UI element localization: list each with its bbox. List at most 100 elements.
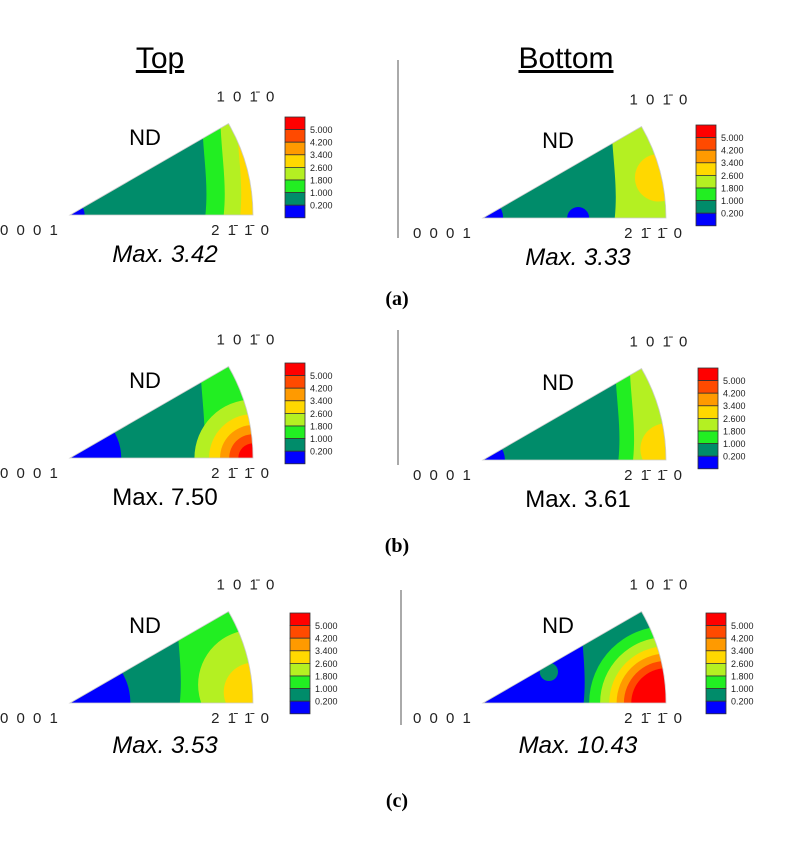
legend-swatch bbox=[705, 637, 727, 652]
header-bottom: Bottom bbox=[518, 42, 613, 75]
top-corner-label: 1 0 1̄ 0 bbox=[217, 332, 277, 349]
legend-swatch bbox=[705, 700, 727, 715]
nd-label: ND bbox=[129, 368, 161, 393]
legend-value: 2.600 bbox=[721, 171, 744, 181]
legend-swatch bbox=[697, 405, 719, 419]
top-corner-label: 1 0 1̄ 0 bbox=[217, 89, 277, 106]
contour-band bbox=[567, 207, 590, 218]
legend-swatch bbox=[284, 375, 306, 389]
origin-label: 0 0 0 1 bbox=[413, 225, 473, 242]
legend-swatch bbox=[284, 450, 306, 465]
contour-band bbox=[223, 662, 253, 703]
legend-value: 3.400 bbox=[721, 158, 744, 168]
legend-value: 1.800 bbox=[310, 421, 333, 431]
right-corner-label: 2 1̄ 1̄ 0 bbox=[624, 710, 684, 727]
legend-value: 4.200 bbox=[310, 138, 333, 148]
top-corner-label: 1 0 1̄ 0 bbox=[630, 334, 690, 351]
legend-value: 2.600 bbox=[723, 414, 746, 424]
legend-swatch bbox=[697, 430, 719, 445]
legend-swatch bbox=[705, 650, 727, 664]
legend-swatch bbox=[705, 675, 727, 690]
legend-swatch bbox=[289, 688, 311, 702]
legend-value: 3.400 bbox=[723, 401, 746, 411]
max-value: Max. 7.50 bbox=[112, 484, 217, 511]
legend-value: 5.000 bbox=[315, 621, 338, 631]
max-value: Max. 3.42 bbox=[112, 241, 217, 268]
ipf-top-a: ND 0 0 0 1 1 0 1̄ 0 2 1̄ 1̄ 0 Max. 3.42 bbox=[0, 89, 277, 269]
legend-value: 0.200 bbox=[723, 452, 746, 462]
legend-swatch bbox=[289, 650, 311, 664]
legend-value: 0.200 bbox=[310, 201, 333, 211]
right-corner-label: 2 1̄ 1̄ 0 bbox=[624, 225, 684, 242]
origin-label: 0 0 0 1 bbox=[0, 465, 60, 482]
legend-value: 0.200 bbox=[731, 697, 754, 707]
legend-swatch bbox=[705, 625, 727, 639]
legend-swatch bbox=[697, 380, 719, 394]
max-value: Max. 3.61 bbox=[525, 486, 630, 513]
legend: 5.000 4.200 3.400 2.600 1.800 1.000 0.200 bbox=[705, 612, 754, 715]
max-value: Max. 10.43 bbox=[519, 732, 638, 759]
legend-value: 3.400 bbox=[315, 646, 338, 656]
legend-value: 1.800 bbox=[721, 183, 744, 193]
legend-swatch bbox=[695, 149, 717, 164]
legend-value: 4.200 bbox=[310, 384, 333, 394]
contour-band bbox=[220, 123, 253, 215]
legend-swatch bbox=[695, 212, 717, 227]
legend-swatch bbox=[284, 154, 306, 168]
legend-value: 2.600 bbox=[310, 409, 333, 419]
legend-value: 3.400 bbox=[310, 150, 333, 160]
legend-swatch bbox=[284, 179, 306, 194]
right-corner-label: 2 1̄ 1̄ 0 bbox=[211, 465, 271, 482]
top-corner-label: 1 0 1̄ 0 bbox=[630, 577, 690, 594]
top-corner-label: 1 0 1̄ 0 bbox=[217, 577, 277, 594]
legend-value: 2.600 bbox=[731, 659, 754, 669]
legend-value: 1.000 bbox=[310, 188, 333, 198]
legend-swatch bbox=[695, 174, 717, 189]
legend-value: 3.400 bbox=[731, 646, 754, 656]
legend: 5.000 4.200 3.400 2.600 1.800 1.000 0.200 bbox=[695, 124, 744, 227]
legend-swatch bbox=[697, 417, 719, 432]
legend-swatch bbox=[705, 612, 727, 627]
legend-value: 1.000 bbox=[721, 196, 744, 206]
legend-value: 5.000 bbox=[310, 125, 333, 135]
contour-band bbox=[631, 668, 666, 703]
legend-value: 1.800 bbox=[731, 671, 754, 681]
row-label-c: (c) bbox=[386, 790, 408, 812]
legend-swatch bbox=[695, 200, 717, 214]
ipf-top-c: ND 0 0 0 1 1 0 1̄ 0 2 1̄ 1̄ 0 Max. 3.53 bbox=[0, 577, 277, 760]
legend-value: 1.000 bbox=[723, 439, 746, 449]
legend-swatch bbox=[695, 187, 717, 202]
contour-band bbox=[238, 443, 253, 458]
row-label-a: (a) bbox=[385, 288, 408, 310]
max-value: Max. 3.33 bbox=[525, 244, 631, 271]
origin-label: 0 0 0 1 bbox=[413, 710, 473, 727]
legend-swatch bbox=[284, 400, 306, 414]
legend-value: 1.800 bbox=[315, 671, 338, 681]
legend-value: 5.000 bbox=[721, 133, 744, 143]
nd-label: ND bbox=[129, 613, 161, 638]
legend-swatch bbox=[695, 124, 717, 139]
legend-value: 4.200 bbox=[721, 146, 744, 156]
legend: 5.000 4.200 3.400 2.600 1.800 1.000 0.200 bbox=[697, 367, 746, 470]
nd-label: ND bbox=[542, 128, 574, 153]
legend-swatch bbox=[289, 675, 311, 690]
contour-band bbox=[634, 153, 666, 202]
legend-swatch bbox=[284, 387, 306, 402]
legend-value: 3.400 bbox=[310, 396, 333, 406]
header-top: Top bbox=[136, 42, 184, 75]
legend-swatch bbox=[697, 443, 719, 457]
nd-label: ND bbox=[542, 613, 574, 638]
legend-value: 2.600 bbox=[315, 659, 338, 669]
origin-label: 0 0 0 1 bbox=[0, 222, 60, 239]
legend-swatch bbox=[289, 612, 311, 627]
legend-value: 0.200 bbox=[315, 697, 338, 707]
nd-label: ND bbox=[129, 125, 161, 150]
legend-swatch bbox=[289, 663, 311, 677]
top-corner-label: 1 0 1̄ 0 bbox=[630, 92, 690, 109]
legend-swatch bbox=[697, 367, 719, 382]
legend: 5.000 4.200 3.400 2.600 1.800 1.000 0.200 bbox=[289, 612, 338, 715]
legend-value: 1.800 bbox=[723, 426, 746, 436]
legend-swatch bbox=[289, 700, 311, 715]
legend-swatch bbox=[284, 166, 306, 181]
